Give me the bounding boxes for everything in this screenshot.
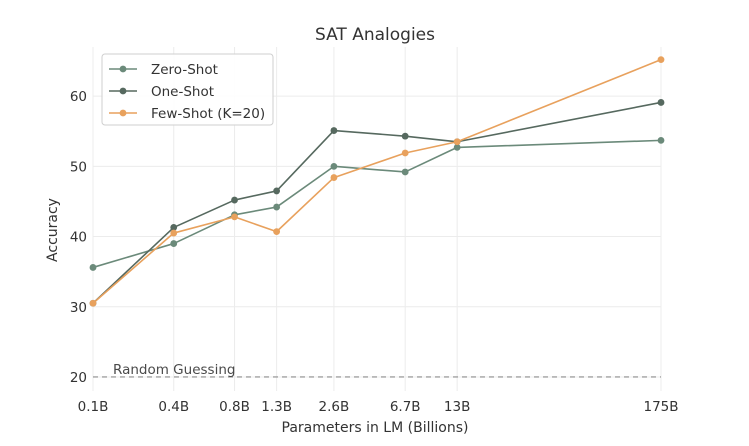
y-tick-label: 50 <box>70 159 87 175</box>
legend-label: Few-Shot (K=20) <box>151 106 265 122</box>
series-group <box>89 56 665 307</box>
data-point <box>330 162 338 170</box>
random-guessing-baseline: Random Guessing <box>93 362 661 378</box>
data-point <box>170 240 178 247</box>
x-tick-label: 175B <box>643 399 678 415</box>
x-tick-label: 13B <box>444 399 470 415</box>
y-tick-label: 40 <box>70 230 87 246</box>
y-tick-labels: 20 30 40 50 60 <box>70 89 87 386</box>
x-tick-labels: 0.1B 0.4B 0.8B 1.3B 2.6B 6.7B 13B 175B <box>78 399 679 415</box>
data-point <box>273 203 281 211</box>
data-point <box>657 56 665 64</box>
data-point <box>170 229 178 237</box>
data-point <box>401 149 409 157</box>
series-lines <box>89 56 665 307</box>
data-point <box>401 168 409 176</box>
x-tick-label: 0.1B <box>78 399 109 415</box>
data-point <box>231 196 238 204</box>
legend-label: Zero-Shot <box>151 62 218 78</box>
x-tick-label: 0.4B <box>158 399 189 415</box>
x-tick-label: 0.8B <box>219 399 250 415</box>
data-point <box>453 143 461 151</box>
legend-swatch-marker <box>119 87 127 95</box>
legend-swatch-marker <box>119 109 127 117</box>
data-point <box>170 224 178 231</box>
data-point <box>453 138 461 146</box>
data-point <box>231 213 238 221</box>
baseline-label: Random Guessing <box>113 362 235 378</box>
series-line <box>92 58 662 304</box>
x-tick-label: 2.6B <box>319 399 350 415</box>
legend: Zero-Shot One-Shot Few-Shot (K=20) <box>101 53 274 126</box>
data-point <box>657 136 665 144</box>
data-point <box>273 228 281 236</box>
x-tick-label: 1.3B <box>261 399 292 415</box>
series-line <box>92 101 662 304</box>
data-point <box>657 99 665 106</box>
y-tick-label: 20 <box>70 370 87 386</box>
x-axis-label: Parameters in LM (Billions) <box>282 420 469 436</box>
data-point <box>89 299 97 307</box>
data-point <box>330 127 338 134</box>
data-point <box>401 132 409 140</box>
data-point <box>89 264 97 271</box>
series-group <box>89 136 665 271</box>
legend-label: One-Shot <box>151 84 214 100</box>
series-line <box>92 139 662 269</box>
legend-swatch-marker <box>119 65 127 73</box>
data-point <box>330 174 338 181</box>
x-tick-label: 6.7B <box>390 399 421 415</box>
data-point <box>273 187 281 195</box>
y-tick-label: 60 <box>70 89 87 105</box>
y-axis-label: Accuracy <box>45 198 61 262</box>
series-group <box>89 99 665 307</box>
chart-title: SAT Analogies <box>315 25 435 45</box>
y-tick-label: 30 <box>70 300 87 316</box>
legend-box <box>101 53 274 126</box>
